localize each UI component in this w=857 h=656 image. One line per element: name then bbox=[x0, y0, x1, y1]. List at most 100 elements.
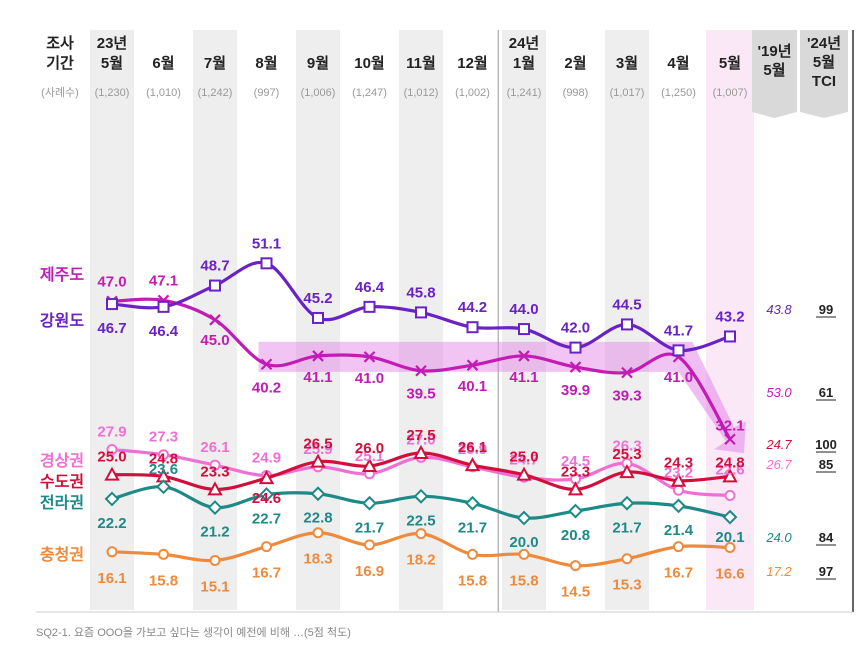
tci-value: 85 bbox=[819, 457, 833, 472]
data-label: 23.3 bbox=[561, 463, 590, 480]
month-label: 3월 bbox=[616, 55, 638, 72]
data-label: 15.3 bbox=[612, 577, 641, 594]
point-marker bbox=[465, 495, 480, 511]
point-marker bbox=[362, 495, 377, 511]
series-name-chungcheong: 충청권 bbox=[40, 545, 84, 564]
data-label: 41.7 bbox=[664, 322, 693, 339]
data-label: 45.8 bbox=[406, 284, 435, 301]
point-marker bbox=[312, 527, 324, 539]
point-marker bbox=[259, 487, 274, 503]
point-marker bbox=[261, 541, 272, 553]
tci-column-header-bg bbox=[800, 30, 848, 112]
data-label: 21.2 bbox=[200, 524, 229, 541]
data-label: 40.1 bbox=[458, 378, 487, 395]
point-marker bbox=[104, 491, 120, 507]
series-name-jeju: 제주도 bbox=[40, 266, 84, 284]
data-label: 15.8 bbox=[149, 572, 178, 589]
data-label: 27.9 bbox=[97, 424, 126, 441]
data-label: 41.0 bbox=[355, 370, 384, 387]
point-marker bbox=[567, 481, 584, 496]
data-label: 24.9 bbox=[252, 450, 281, 467]
point-marker bbox=[363, 351, 376, 363]
data-label: 16.1 bbox=[97, 570, 126, 587]
data-label: 18.3 bbox=[303, 551, 332, 568]
point-marker bbox=[207, 500, 223, 516]
tci-column-label: TCI bbox=[812, 73, 836, 90]
point-marker bbox=[466, 321, 479, 334]
sample-size: (1,002) bbox=[455, 87, 490, 99]
sample-size: (1,007) bbox=[713, 87, 748, 99]
month-label: 8월 bbox=[255, 55, 277, 72]
data-label: 21.7 bbox=[612, 519, 641, 536]
sample-size: (1,242) bbox=[198, 87, 233, 99]
point-marker bbox=[415, 528, 427, 540]
data-label: 32.1 bbox=[715, 417, 744, 434]
tci-value: 97 bbox=[819, 564, 833, 579]
point-marker bbox=[106, 298, 118, 311]
sample-label: (사례수) bbox=[41, 86, 79, 99]
sample-size: (1,012) bbox=[404, 87, 439, 99]
sample-size: (1,006) bbox=[301, 87, 336, 99]
point-marker bbox=[466, 359, 479, 371]
point-marker bbox=[413, 444, 429, 459]
point-marker bbox=[258, 470, 275, 485]
sample-size: (1,017) bbox=[610, 87, 645, 99]
column-shade bbox=[399, 30, 443, 610]
data-label: 22.8 bbox=[303, 510, 332, 527]
point-marker bbox=[722, 468, 738, 483]
sample-size: (1,230) bbox=[95, 87, 130, 99]
point-marker bbox=[158, 449, 169, 461]
point-marker bbox=[209, 314, 221, 326]
point-marker bbox=[364, 539, 375, 551]
data-label: 15.8 bbox=[458, 572, 487, 589]
point-marker bbox=[310, 486, 326, 502]
sample-size: (1,250) bbox=[661, 87, 696, 99]
point-marker bbox=[621, 366, 633, 379]
sample-size: (1,247) bbox=[352, 87, 387, 99]
point-marker bbox=[621, 318, 633, 331]
point-marker bbox=[518, 350, 530, 362]
data-label: 44.2 bbox=[458, 299, 487, 316]
header-label: 조사 bbox=[46, 35, 74, 52]
data-label: 20.0 bbox=[509, 534, 538, 551]
point-marker bbox=[724, 433, 736, 446]
ref-column-label: '19년 bbox=[757, 43, 791, 60]
ref-2019-value: 17.2 bbox=[766, 564, 792, 579]
data-label: 22.7 bbox=[252, 511, 281, 528]
tci-value: 61 bbox=[819, 385, 833, 400]
tci-column-label: '24년 bbox=[807, 35, 841, 52]
data-label: 22.5 bbox=[406, 512, 435, 529]
data-label: 44.5 bbox=[612, 296, 641, 313]
data-label: 48.7 bbox=[200, 258, 229, 275]
data-label: 16.6 bbox=[715, 565, 744, 582]
data-label: 22.2 bbox=[97, 515, 126, 532]
data-label: 24.5 bbox=[561, 453, 590, 470]
point-marker bbox=[568, 503, 583, 519]
point-marker bbox=[312, 311, 324, 324]
point-marker bbox=[724, 330, 736, 343]
tci-header-arrow bbox=[800, 112, 848, 118]
ref-header-arrow bbox=[752, 112, 797, 118]
data-label: 23.6 bbox=[149, 461, 178, 478]
month-label: 12월 bbox=[457, 55, 488, 72]
point-marker bbox=[619, 463, 635, 479]
point-marker bbox=[619, 495, 635, 511]
data-label: 25.1 bbox=[355, 448, 384, 465]
month-label: 2월 bbox=[564, 55, 586, 72]
series-name-jeolla: 전라권 bbox=[40, 493, 84, 512]
month-label: 5월 bbox=[101, 55, 123, 72]
drop-arrow bbox=[678, 341, 746, 454]
data-label: 47.0 bbox=[97, 273, 126, 290]
ref-2019-value: 43.8 bbox=[766, 302, 792, 317]
data-label: 25.9 bbox=[458, 441, 487, 458]
point-marker bbox=[516, 466, 532, 481]
point-marker bbox=[413, 488, 429, 504]
data-label: 15.1 bbox=[200, 578, 229, 595]
point-marker bbox=[209, 279, 221, 292]
data-label: 39.3 bbox=[612, 388, 641, 405]
data-label: 45.2 bbox=[303, 290, 332, 307]
data-label: 23.3 bbox=[200, 463, 229, 480]
data-label: 24.8 bbox=[715, 454, 744, 471]
data-label: 21.7 bbox=[355, 519, 384, 536]
data-label: 40.2 bbox=[252, 379, 281, 396]
